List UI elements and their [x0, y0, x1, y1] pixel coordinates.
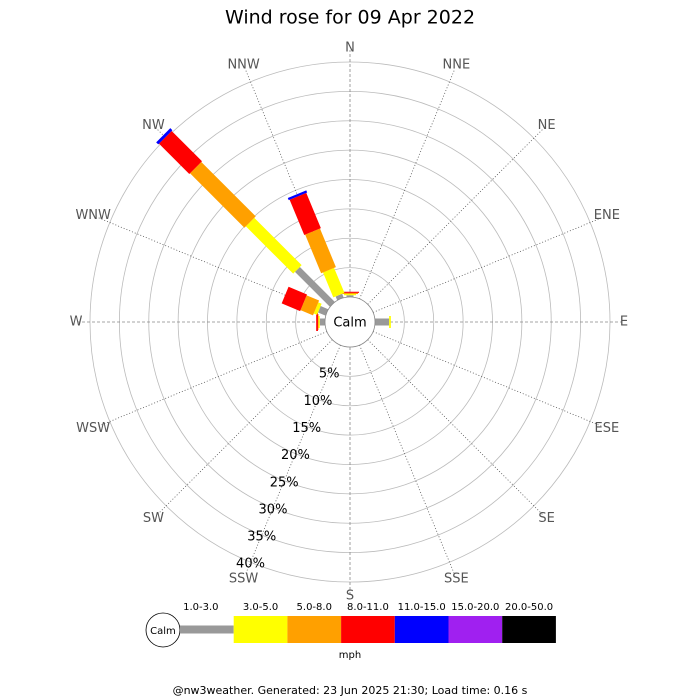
spoke — [157, 339, 333, 515]
ring — [265, 237, 435, 407]
wind-bar — [294, 266, 335, 307]
wind-bar — [316, 313, 318, 331]
wind-bar — [322, 267, 345, 298]
legend-unit: mph — [339, 650, 361, 661]
legend-label: 1.0-3.0 — [183, 602, 218, 613]
calm-label: Calm — [333, 316, 366, 331]
wind-bar — [346, 295, 354, 297]
spoke — [372, 331, 602, 427]
wind-bar — [342, 292, 358, 295]
direction-label: NE — [538, 118, 556, 133]
wind-bar — [313, 302, 322, 315]
legend-label: 11.0-15.0 — [398, 602, 446, 613]
calm-circle — [324, 296, 376, 348]
chart-title: Wind rose for 09 Apr 2022 — [225, 7, 475, 29]
wind-bar — [245, 217, 302, 274]
footer: @nw3weather. Generated: 23 Jun 2025 21:3… — [173, 684, 528, 697]
ring-label: 40% — [236, 557, 265, 572]
direction-label: NW — [142, 118, 165, 133]
direction-label: SW — [143, 511, 164, 526]
wind-bar — [305, 228, 336, 274]
ring-label: 10% — [303, 394, 332, 409]
legend-swatch — [502, 616, 556, 643]
ring-label: 5% — [319, 367, 340, 382]
legend-calm-label: Calm — [150, 626, 176, 637]
spoke — [372, 217, 602, 313]
spoke — [245, 70, 341, 300]
wind-bar — [317, 314, 319, 330]
spoke — [98, 217, 328, 313]
spoke — [359, 70, 455, 300]
direction-label: SE — [538, 511, 554, 526]
wind-bar — [389, 316, 391, 328]
wind-bar — [341, 291, 359, 293]
direction-label: ESE — [594, 421, 619, 436]
ring-label: 30% — [259, 502, 288, 517]
legend-swatch — [180, 625, 234, 634]
direction-label: ENE — [594, 208, 620, 223]
direction-label: SSE — [444, 571, 469, 586]
legend-label: 5.0-8.0 — [297, 602, 332, 613]
legend-swatch — [341, 616, 395, 643]
wind-bar — [375, 318, 390, 326]
ring — [236, 208, 464, 436]
legend-swatch — [233, 616, 288, 643]
direction-label: E — [620, 315, 628, 330]
spoke — [245, 344, 341, 574]
wind-bar — [281, 286, 308, 312]
legend-swatch — [448, 616, 503, 643]
ring-label: 15% — [292, 421, 321, 436]
legend-label: 3.0-5.0 — [243, 602, 278, 613]
legend-label: 20.0-50.0 — [505, 602, 553, 613]
spoke — [359, 344, 455, 574]
ring — [295, 267, 405, 377]
wind-bar — [335, 293, 344, 301]
wind-bar — [344, 294, 356, 296]
legend-label: 15.0-20.0 — [451, 602, 499, 613]
wind-bar — [289, 192, 321, 236]
direction-label: SSW — [229, 571, 259, 586]
direction-label: WSW — [76, 421, 110, 436]
ring-label: 35% — [247, 530, 276, 545]
legend-swatch — [394, 616, 449, 643]
spoke — [367, 129, 543, 305]
ring-label: 25% — [270, 475, 299, 490]
direction-label: N — [345, 41, 355, 56]
wind-bar — [319, 318, 325, 326]
direction-label: NNW — [227, 58, 259, 73]
wind-bar — [158, 130, 203, 175]
spoke — [98, 331, 328, 427]
direction-label: WNW — [75, 208, 111, 223]
wind-bar — [300, 295, 320, 316]
direction-label: W — [70, 315, 83, 330]
wind-bar — [318, 316, 320, 328]
wind-bar — [287, 190, 308, 201]
spoke — [367, 339, 543, 515]
legend-swatch — [287, 616, 342, 643]
wind-bar — [189, 161, 256, 228]
wind-bar — [156, 128, 173, 145]
direction-label: S — [346, 589, 354, 604]
legend-label: 8.0-11.0 — [347, 602, 389, 613]
ring-label: 20% — [281, 448, 310, 463]
direction-label: NNE — [443, 58, 471, 73]
wind-bar — [317, 306, 329, 316]
